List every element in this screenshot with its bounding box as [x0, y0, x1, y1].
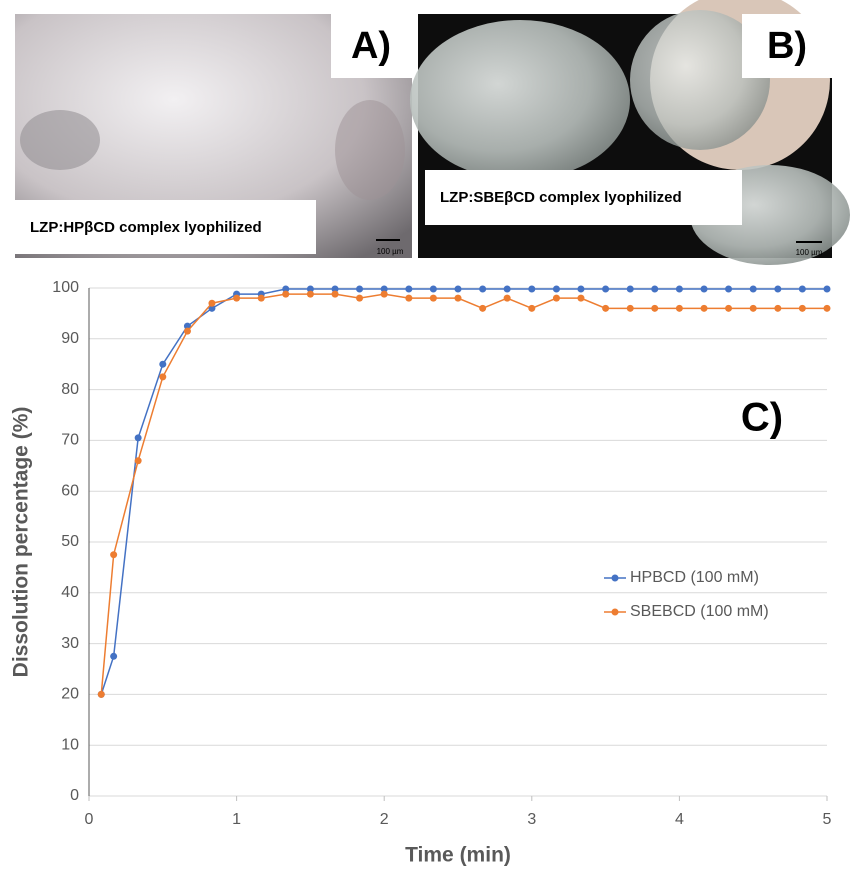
data-point [651, 285, 659, 293]
data-point [823, 285, 831, 293]
data-point [183, 327, 191, 335]
data-point [331, 285, 339, 293]
x-tick-label: 1 [232, 811, 241, 828]
legend-marker [611, 608, 619, 616]
data-point [306, 290, 314, 298]
data-point [577, 285, 585, 293]
data-point [774, 285, 782, 293]
data-point [602, 285, 610, 293]
legend-label: HPBCD (100 mM) [630, 569, 759, 586]
photo-b: B) LZP:SBEβCD complex lyophilized 100 µm [410, 0, 850, 265]
line-chart: 0 10 20 30 40 50 60 70 80 90 100 0 1 2 3 4 5 Time (min) Di… [10, 279, 832, 866]
data-point [503, 285, 511, 293]
data-point [479, 304, 487, 312]
data-point [675, 304, 683, 312]
data-point [233, 294, 241, 302]
data-point [159, 360, 167, 368]
y-tick-label: 80 [61, 381, 79, 398]
data-point [356, 294, 364, 302]
y-tick-label: 70 [61, 432, 79, 449]
data-point [110, 652, 118, 660]
y-tick-label: 0 [70, 787, 79, 804]
x-tick-label: 0 [85, 811, 94, 828]
data-point [454, 285, 462, 293]
x-axis-title: Time (min) [405, 844, 511, 867]
data-point [405, 294, 413, 302]
scale-label: 100 µm [796, 248, 823, 257]
data-point [700, 285, 708, 293]
series-line [100, 293, 827, 695]
data-point [183, 322, 191, 330]
data-point [528, 285, 536, 293]
data-point [208, 299, 216, 307]
panel-label: C) [741, 396, 783, 440]
y-tick-label: 10 [61, 736, 79, 753]
data-point [356, 285, 364, 293]
data-point [749, 304, 757, 312]
y-tick-label: 100 [52, 279, 79, 296]
y-tick-label: 60 [61, 482, 79, 499]
y-axis-title: Dissolution percentage (%) [10, 407, 33, 678]
data-point [282, 285, 290, 293]
data-point [380, 290, 388, 298]
legend-marker [611, 574, 619, 582]
panel-caption: LZP:HPβCD complex lyophilized [30, 219, 262, 236]
data-point [626, 285, 634, 293]
data-point [651, 304, 659, 312]
panel-label: A) [351, 25, 391, 67]
data-point [675, 285, 683, 293]
series-line [100, 288, 827, 695]
data-point [528, 304, 536, 312]
data-point [503, 294, 511, 302]
data-point [725, 285, 733, 293]
data-point [552, 285, 560, 293]
y-tick-label: 20 [61, 686, 79, 703]
data-point [823, 304, 831, 312]
data-point [110, 551, 118, 559]
scale-label: 100 µm [377, 247, 404, 256]
data-point [700, 304, 708, 312]
data-point [159, 373, 167, 381]
data-point [749, 285, 757, 293]
data-point [97, 690, 105, 698]
data-point [626, 304, 634, 312]
y-tick-label: 30 [61, 635, 79, 652]
x-tick-label: 3 [527, 811, 536, 828]
data-point [602, 304, 610, 312]
y-tick-label: 90 [61, 330, 79, 347]
panel-label: B) [767, 25, 807, 67]
data-point [282, 290, 290, 298]
data-point [306, 285, 314, 293]
data-point [798, 304, 806, 312]
data-point [454, 294, 462, 302]
data-point [429, 294, 437, 302]
legend-label: SBEBCD (100 mM) [630, 603, 769, 620]
data-point [429, 285, 437, 293]
data-point [208, 304, 216, 312]
data-point [798, 285, 806, 293]
photo-a: A) LZP:HPβCD complex lyophilized 100 µm [15, 14, 412, 258]
panel-caption: LZP:SBEβCD complex lyophilized [440, 189, 682, 206]
data-point [577, 294, 585, 302]
data-point [380, 285, 388, 293]
data-point [134, 457, 142, 465]
y-tick-label: 50 [61, 533, 79, 550]
x-tick-label: 4 [675, 811, 684, 828]
x-tick-label: 2 [380, 811, 389, 828]
data-point [134, 434, 142, 442]
data-point [774, 304, 782, 312]
x-tick-label: 5 [823, 811, 832, 828]
data-point [479, 285, 487, 293]
data-point [725, 304, 733, 312]
y-tick-label: 40 [61, 584, 79, 601]
data-point [331, 290, 339, 298]
data-point [257, 294, 265, 302]
data-point [405, 285, 413, 293]
data-point [552, 294, 560, 302]
